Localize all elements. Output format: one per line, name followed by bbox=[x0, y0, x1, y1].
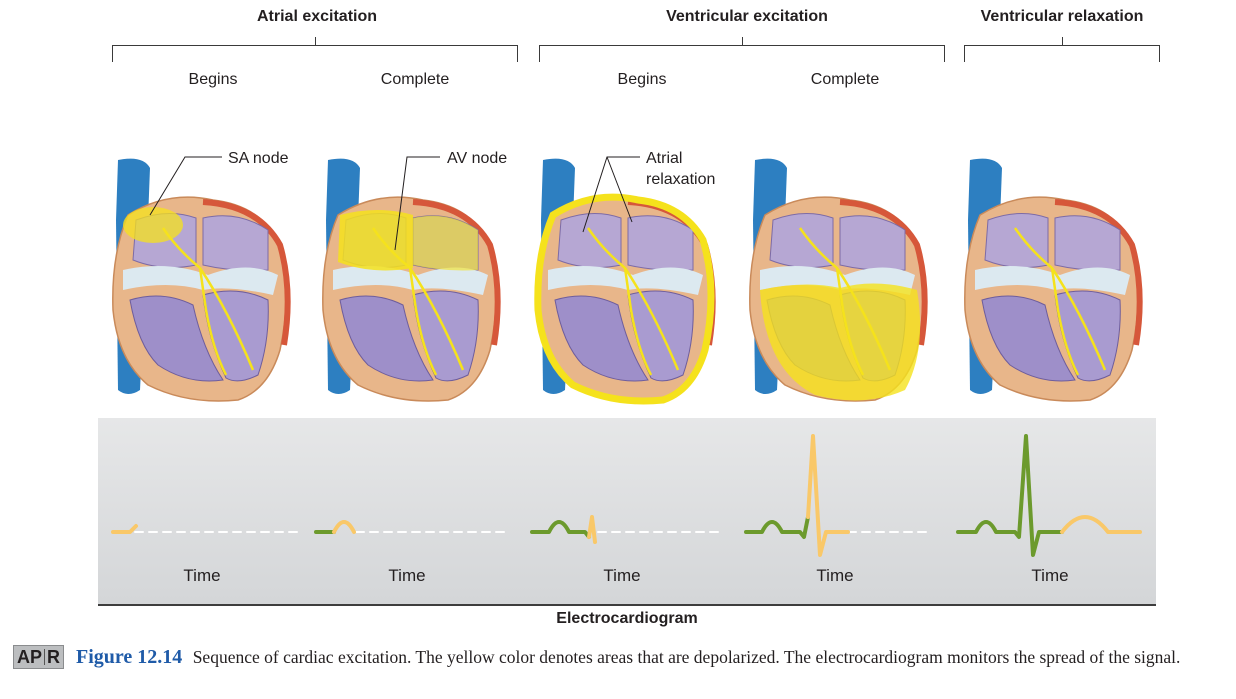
atrial-relaxation-line1: Atrial bbox=[646, 150, 683, 167]
figure-caption: AP R Figure 12.14 Sequence of cardiac exci… bbox=[13, 645, 1228, 669]
atrial-relaxation-label: Atrial relaxation bbox=[646, 148, 715, 190]
ecg-panel bbox=[98, 418, 1156, 606]
ventricular-relaxation-header: Ventricular relaxation bbox=[980, 8, 1144, 25]
ecg-trace-3-past bbox=[530, 520, 591, 539]
av-node-leader bbox=[394, 156, 440, 251]
ecg-trace-1 bbox=[111, 524, 138, 534]
heart-atrial-complete bbox=[323, 158, 498, 401]
ecg-time-label-3: Time bbox=[603, 566, 641, 585]
atrial-begins-label: Begins bbox=[188, 71, 238, 88]
heart-atrial-begins bbox=[113, 158, 288, 401]
heart-illustrations bbox=[0, 156, 1236, 405]
atrial-bracket bbox=[112, 37, 518, 62]
ventricular-bracket bbox=[539, 37, 945, 62]
ecg-time-label-2: Time bbox=[388, 566, 426, 585]
ecg-trace-4-past bbox=[744, 515, 810, 539]
apr-badge: AP R bbox=[13, 645, 65, 669]
heart-ventricular-begins bbox=[534, 158, 713, 405]
sa-node-label: SA node bbox=[228, 150, 289, 167]
ventricular-begins-label: Begins bbox=[617, 71, 667, 88]
sa-node-leader bbox=[149, 156, 222, 216]
ecg-trace-4-active bbox=[806, 434, 850, 557]
heart-ventricular-complete bbox=[750, 158, 925, 401]
ecg-trace-5-past bbox=[956, 434, 1064, 557]
ecg-time-label-5: Time bbox=[1031, 566, 1069, 585]
figure-number: Figure 12.14 bbox=[76, 646, 183, 668]
ventricular-excitation-header: Ventricular excitation bbox=[666, 8, 828, 25]
ecg-trace-5-active bbox=[1060, 515, 1142, 534]
ecg-time-label-1: Time bbox=[183, 566, 221, 585]
ventricular-complete-label: Complete bbox=[810, 71, 880, 88]
atrial-excitation-header: Atrial excitation bbox=[256, 8, 378, 25]
ecg-time-label-4: Time bbox=[816, 566, 854, 585]
caption-text: Sequence of cardiac excitation. The yell… bbox=[192, 647, 1181, 667]
ecg-title: Electrocardiogram bbox=[556, 610, 698, 627]
relaxation-bracket bbox=[964, 37, 1160, 62]
atrial-complete-label: Complete bbox=[380, 71, 450, 88]
atrial-relaxation-line2: relaxation bbox=[646, 171, 716, 188]
ecg-trace-3-active bbox=[587, 515, 597, 544]
apr-badge-left: AP bbox=[17, 647, 43, 667]
av-node-label: AV node bbox=[447, 150, 508, 167]
ecg-trace-2-active bbox=[332, 520, 356, 534]
atrial-relaxation-leader bbox=[582, 156, 640, 233]
apr-badge-right: R bbox=[47, 647, 61, 667]
